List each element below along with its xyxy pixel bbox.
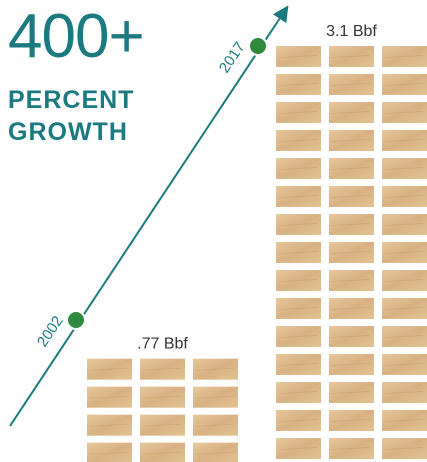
wood-grain — [278, 419, 318, 422]
wood-grain — [142, 451, 182, 455]
wood-grain — [331, 139, 371, 142]
wood-grain — [384, 223, 424, 226]
lumber-board — [193, 442, 238, 462]
wood-grain — [331, 335, 371, 338]
wood-grain — [384, 447, 424, 450]
growth-headline: 400+ PERCENT GROWTH — [8, 2, 145, 148]
value-label-2017: 3.1 Bbf — [326, 23, 377, 40]
wood-grain — [331, 195, 371, 198]
wood-grain — [278, 223, 318, 226]
wood-grain — [331, 167, 371, 170]
wood-grain — [384, 279, 424, 282]
wood-grain — [331, 391, 371, 394]
wood-grain — [195, 367, 235, 371]
wood-grain — [331, 223, 371, 226]
wood-grain — [331, 111, 371, 114]
wood-grain — [89, 451, 129, 455]
growth-label-line1: PERCENT — [8, 86, 135, 114]
wood-grain — [331, 419, 371, 422]
wood-grain — [331, 83, 371, 86]
wood-grain — [384, 55, 424, 58]
year-label-2017: 2017 — [216, 39, 249, 76]
wood-grain — [384, 139, 424, 142]
wood-grain — [278, 111, 318, 114]
wood-grain — [331, 55, 371, 58]
wood-grain — [89, 395, 129, 399]
wood-grain — [278, 195, 318, 198]
wood-grain — [384, 391, 424, 394]
wood-grain — [384, 419, 424, 422]
wood-grain — [195, 423, 235, 427]
wood-grain — [278, 83, 318, 86]
wood-grain — [331, 307, 371, 310]
wood-grain — [278, 391, 318, 394]
wood-grain — [278, 335, 318, 338]
wood-grain — [89, 367, 129, 371]
year-marker-2002 — [66, 310, 86, 330]
lumber-board — [140, 442, 185, 462]
wood-grain — [195, 395, 235, 399]
year-label-2002: 2002 — [34, 313, 67, 350]
wood-grain — [384, 251, 424, 254]
trend-line — [9, 5, 289, 427]
wood-grain — [278, 55, 318, 58]
bar-2002 — [87, 358, 238, 462]
wood-grain — [142, 367, 182, 371]
wood-grain — [384, 195, 424, 198]
wood-grain — [331, 279, 371, 282]
wood-grain — [89, 423, 129, 427]
wood-grain — [195, 451, 235, 455]
wood-grain — [384, 335, 424, 338]
wood-grain — [384, 111, 424, 114]
wood-grain — [331, 363, 371, 366]
wood-grain — [142, 423, 182, 427]
bar-2017 — [276, 45, 427, 459]
wood-grain — [278, 447, 318, 450]
wood-grain — [384, 167, 424, 170]
growth-value: 400+ — [8, 2, 145, 71]
wood-grain — [384, 83, 424, 86]
wood-grain — [278, 139, 318, 142]
value-label-2002: .77 Bbf — [137, 336, 188, 353]
wood-grain — [384, 307, 424, 310]
wood-grain — [331, 447, 371, 450]
growth-label-line2: GROWTH — [8, 118, 128, 146]
lumber-board — [87, 442, 132, 462]
wood-grain — [278, 307, 318, 310]
wood-grain — [142, 395, 182, 399]
wood-grain — [331, 251, 371, 254]
wood-grain — [278, 251, 318, 254]
wood-grain — [278, 167, 318, 170]
wood-grain — [278, 279, 318, 282]
wood-grain — [384, 363, 424, 366]
wood-grain — [278, 363, 318, 366]
year-marker-2017 — [248, 36, 268, 56]
